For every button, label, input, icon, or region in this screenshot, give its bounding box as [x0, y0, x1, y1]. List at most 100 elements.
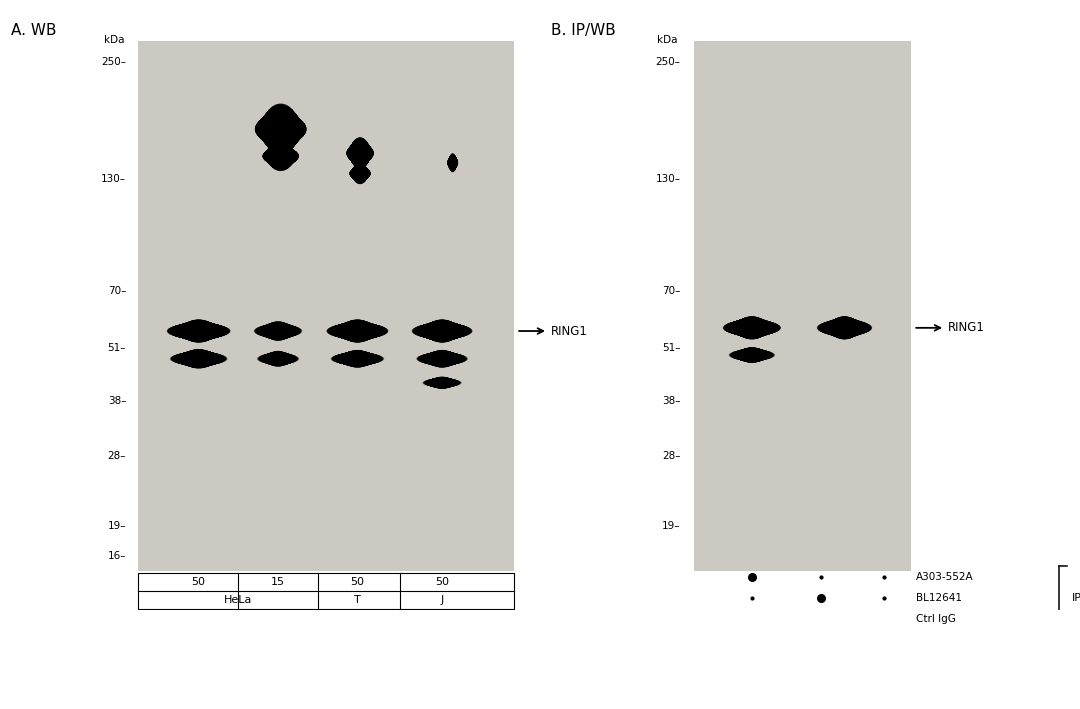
Ellipse shape [418, 322, 467, 340]
Ellipse shape [261, 106, 300, 152]
Ellipse shape [350, 138, 370, 169]
Ellipse shape [256, 113, 306, 145]
Ellipse shape [264, 147, 298, 165]
Ellipse shape [422, 379, 462, 387]
Text: kDa: kDa [658, 35, 678, 45]
Ellipse shape [826, 318, 863, 338]
Ellipse shape [447, 157, 458, 169]
Ellipse shape [413, 323, 471, 339]
Ellipse shape [448, 155, 457, 171]
Ellipse shape [257, 353, 298, 364]
Ellipse shape [415, 323, 470, 340]
Text: 51–: 51– [662, 343, 680, 353]
Ellipse shape [448, 155, 457, 171]
Ellipse shape [181, 320, 216, 342]
Ellipse shape [352, 164, 368, 183]
Ellipse shape [352, 163, 368, 184]
Ellipse shape [350, 167, 370, 179]
Ellipse shape [349, 140, 372, 167]
Ellipse shape [418, 322, 465, 340]
Ellipse shape [422, 352, 462, 366]
Ellipse shape [352, 163, 368, 184]
Ellipse shape [729, 350, 774, 361]
Ellipse shape [337, 352, 378, 366]
Ellipse shape [259, 323, 296, 339]
Ellipse shape [266, 143, 296, 169]
Ellipse shape [333, 322, 382, 340]
Ellipse shape [822, 318, 867, 337]
Ellipse shape [447, 156, 458, 169]
Ellipse shape [267, 351, 289, 367]
Ellipse shape [350, 138, 369, 169]
Ellipse shape [257, 353, 299, 364]
Ellipse shape [257, 111, 303, 147]
Ellipse shape [350, 138, 370, 168]
Ellipse shape [829, 317, 860, 339]
Ellipse shape [185, 349, 213, 369]
Ellipse shape [735, 317, 769, 339]
Ellipse shape [256, 114, 306, 145]
Ellipse shape [420, 321, 463, 341]
Ellipse shape [423, 351, 461, 367]
Ellipse shape [348, 143, 373, 164]
Ellipse shape [448, 155, 457, 171]
Ellipse shape [261, 105, 300, 153]
Ellipse shape [257, 112, 305, 146]
Ellipse shape [266, 321, 291, 341]
Ellipse shape [174, 322, 224, 340]
Ellipse shape [266, 144, 296, 168]
Ellipse shape [731, 349, 772, 361]
Ellipse shape [260, 106, 300, 152]
Ellipse shape [260, 107, 301, 151]
Ellipse shape [258, 110, 303, 148]
Ellipse shape [257, 324, 299, 338]
Ellipse shape [448, 155, 457, 171]
Ellipse shape [431, 376, 453, 389]
Ellipse shape [257, 323, 299, 338]
Ellipse shape [171, 352, 227, 365]
Ellipse shape [431, 376, 453, 389]
Ellipse shape [266, 145, 296, 168]
Ellipse shape [448, 156, 458, 169]
Ellipse shape [264, 147, 298, 166]
Ellipse shape [329, 323, 386, 340]
Ellipse shape [740, 347, 765, 363]
Ellipse shape [740, 347, 764, 363]
Ellipse shape [266, 351, 291, 367]
Ellipse shape [448, 156, 458, 170]
Ellipse shape [422, 352, 461, 366]
Ellipse shape [416, 323, 469, 340]
Ellipse shape [732, 349, 771, 362]
Ellipse shape [447, 157, 458, 169]
Ellipse shape [426, 378, 459, 388]
Ellipse shape [448, 154, 457, 172]
Ellipse shape [430, 377, 454, 389]
Ellipse shape [824, 318, 865, 337]
Ellipse shape [424, 378, 459, 388]
Ellipse shape [262, 352, 294, 366]
Ellipse shape [427, 350, 458, 367]
Ellipse shape [349, 140, 372, 167]
Ellipse shape [737, 316, 767, 340]
Ellipse shape [340, 320, 375, 342]
Ellipse shape [261, 352, 295, 365]
Ellipse shape [181, 320, 216, 342]
Ellipse shape [342, 350, 373, 367]
Ellipse shape [257, 111, 305, 147]
Ellipse shape [335, 321, 380, 341]
Ellipse shape [266, 144, 296, 169]
Ellipse shape [173, 352, 225, 366]
Ellipse shape [428, 350, 457, 367]
Ellipse shape [335, 352, 380, 366]
Ellipse shape [176, 321, 221, 341]
Ellipse shape [339, 351, 376, 367]
Ellipse shape [179, 320, 218, 342]
Ellipse shape [350, 167, 370, 180]
Ellipse shape [258, 111, 303, 147]
Ellipse shape [267, 351, 289, 367]
Ellipse shape [449, 153, 457, 172]
Ellipse shape [258, 323, 298, 339]
Text: 70–: 70– [662, 286, 680, 296]
Ellipse shape [430, 377, 455, 389]
Ellipse shape [423, 379, 460, 387]
